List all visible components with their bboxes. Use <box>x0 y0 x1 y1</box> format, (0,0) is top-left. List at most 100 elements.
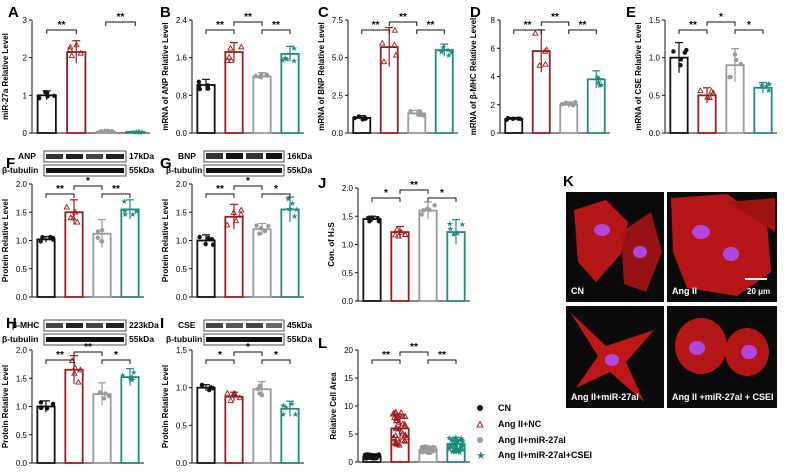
panel-f-point <box>95 235 100 241</box>
panel-i-point <box>224 389 231 396</box>
panel-b-point <box>265 73 270 78</box>
panel-f-point: ★ <box>121 197 128 206</box>
panel-i-significance-bracket <box>261 359 291 364</box>
panel-l-point <box>392 432 400 438</box>
panel-l-point <box>375 454 380 460</box>
panel-letter-g: G <box>160 155 172 172</box>
panel-l-point: ★ <box>452 434 459 443</box>
micrograph-cn-cells <box>574 200 662 292</box>
blot-h-reference: β-tubulin <box>2 334 38 344</box>
panel-l-tick-label: 0 <box>349 458 354 467</box>
blot-g-reference: β-tubulin <box>166 165 202 175</box>
panel-a-point: ★ <box>135 127 142 136</box>
panel-i-significance-bracket <box>233 351 263 356</box>
panel-c-point <box>356 114 361 119</box>
panel-l-point <box>427 447 432 452</box>
panel-l-point: ★ <box>448 436 455 445</box>
micrograph-csei: Ang II +miR-27al + CSEI <box>667 306 777 408</box>
panel-h-point <box>38 400 44 405</box>
panel-b-point <box>257 74 263 80</box>
panel-i-tick-label: 1.0 <box>176 384 188 393</box>
panel-b-significance-label: ** <box>244 12 252 23</box>
panel-i-point: ★ <box>288 399 295 408</box>
panel-j-point <box>391 231 399 238</box>
blot-i-reference-kda: 55kDa <box>287 334 312 344</box>
panel-l-significance-bracket <box>371 359 401 364</box>
blot-f: ANP β-tubulin 17kDa 55kDa <box>2 150 154 177</box>
panel-e-point: ★ <box>763 82 770 91</box>
panel-e-point: ★ <box>758 81 765 90</box>
panel-g-point <box>266 223 271 229</box>
panel-b-point <box>253 73 258 79</box>
panel-b-point <box>225 53 233 60</box>
panel-g-significance-bracket <box>233 185 263 190</box>
panel-b-significance-bracket <box>261 29 291 34</box>
panel-j-tick-label: 2.0 <box>342 184 354 193</box>
panel-f-significance-label: * <box>86 176 90 187</box>
panel-d-point: ★ <box>594 73 601 82</box>
panel-letter-c: C <box>318 4 329 21</box>
panel-l-point <box>392 424 400 431</box>
panel-l-point <box>395 418 402 425</box>
panel-l-point <box>363 454 368 460</box>
panel-h-significance-label: ** <box>56 350 64 361</box>
panel-l-point: ★ <box>459 440 466 449</box>
panel-i-point <box>231 390 238 396</box>
blot-h-reference-kda: 55kDa <box>129 334 154 344</box>
panel-l-point: ★ <box>458 434 465 443</box>
panel-h-tick-label: 1.5 <box>16 374 28 383</box>
panel-h-point: ★ <box>130 368 137 377</box>
panel-d-point <box>532 29 539 36</box>
panel-b-point <box>197 86 203 92</box>
panel-l-point: ★ <box>459 446 466 455</box>
panel-a-point: ★ <box>138 128 145 137</box>
micrograph-ang-cells <box>671 194 775 296</box>
panel-h-point <box>71 369 78 376</box>
panel-f-point <box>63 203 71 210</box>
panel-b-point: ★ <box>290 44 297 53</box>
panel-l-point: ★ <box>457 441 464 450</box>
panel-l-point: ★ <box>457 436 464 445</box>
panel-a-y-axis-label: miR-27a Relative Level <box>1 33 10 120</box>
panel-l-point <box>392 408 399 415</box>
panel-i-point <box>210 385 216 391</box>
panel-g-point <box>230 209 238 216</box>
panel-d-point <box>570 103 576 108</box>
panel-c-point: ★ <box>438 48 445 57</box>
panel-l-point <box>399 430 406 437</box>
panel-c-point <box>417 112 422 118</box>
panel-i-point: ★ <box>280 410 287 419</box>
panel-l-point: ★ <box>459 437 466 446</box>
panel-e-point: ★ <box>765 86 772 95</box>
panel-i-bar-3 <box>252 388 272 464</box>
panel-b-tick-label: 0.8 <box>176 91 188 100</box>
panel-j-point <box>427 207 432 213</box>
panel-c-point <box>380 58 388 65</box>
panel-g-point <box>197 234 202 240</box>
panel-l-significance-label: ** <box>438 350 446 361</box>
panel-j-point: ★ <box>459 220 466 229</box>
panel-l-point <box>395 425 402 432</box>
panel-l-point: ★ <box>453 443 460 452</box>
panel-f-significance-bracket <box>45 193 75 198</box>
panel-b-point <box>223 56 231 63</box>
panel-j-point <box>419 212 424 217</box>
panel-j-point: ★ <box>450 230 457 239</box>
panel-a-point <box>68 52 76 59</box>
panel-e-significance-label: ** <box>689 20 697 31</box>
panel-l-point: ★ <box>450 444 457 453</box>
panel-l-tick-label: 15 <box>344 374 353 383</box>
panel-l-point <box>402 413 409 420</box>
panel-g-point: ★ <box>286 205 293 214</box>
panel-l-point: ★ <box>453 447 460 456</box>
panel-j-point <box>398 228 405 235</box>
panel-d-point <box>573 100 578 105</box>
panel-c-point: ★ <box>448 48 455 57</box>
panel-e-significance-label: * <box>747 20 751 31</box>
panel-b-point: ★ <box>282 54 289 63</box>
panel-c-significance-bracket <box>361 29 390 34</box>
panel-l-point: ★ <box>451 437 458 446</box>
panel-c-point: ★ <box>445 51 452 60</box>
panel-d-point <box>563 100 568 106</box>
legend-label-cn: CN <box>498 403 511 413</box>
